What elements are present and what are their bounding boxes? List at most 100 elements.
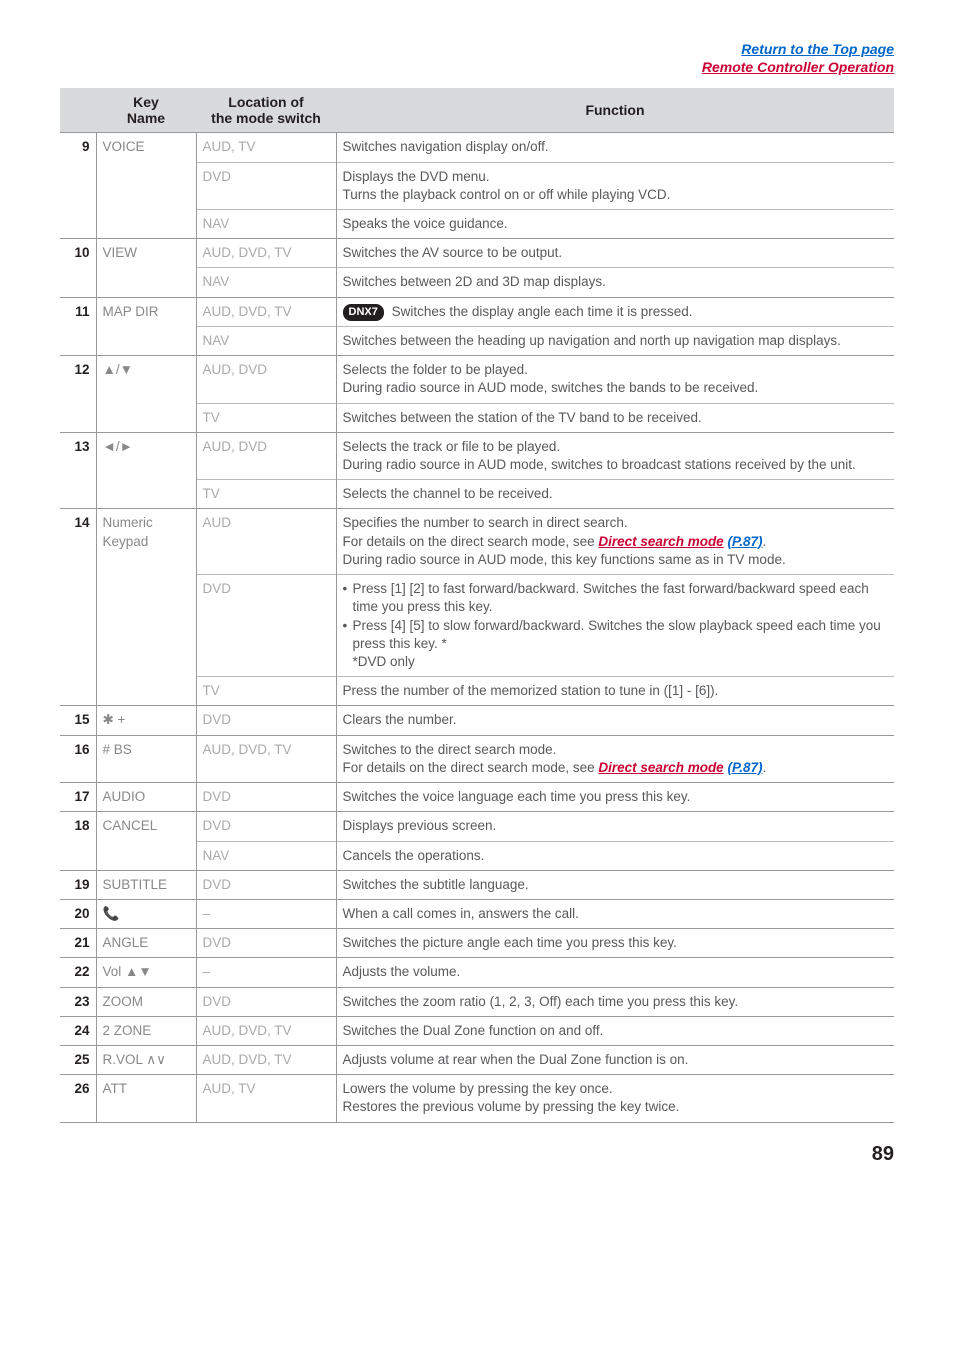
function-description: Cancels the operations. (336, 841, 894, 870)
key-name: SUBTITLE (96, 870, 196, 899)
function-description: Specifies the number to search in direct… (336, 509, 894, 575)
header-func: Function (336, 88, 894, 133)
function-description: Switches the zoom ratio (1, 2, 3, Off) e… (336, 987, 894, 1016)
key-name: MAP DIR (96, 297, 196, 355)
function-description: Speaks the voice guidance. (336, 210, 894, 239)
mode-switch-location: TV (196, 403, 336, 432)
mode-switch-location: AUD, DVD, TV (196, 297, 336, 326)
mode-switch-location: AUD, DVD (196, 356, 336, 403)
mode-switch-location: DVD (196, 575, 336, 677)
mode-switch-location: TV (196, 677, 336, 706)
mode-switch-location: DVD (196, 929, 336, 958)
key-name: ATT (96, 1075, 196, 1122)
mode-switch-location: AUD, TV (196, 1075, 336, 1122)
key-name: R.VOL ∧∨ (96, 1046, 196, 1075)
function-description: Selects the track or file to be played.D… (336, 432, 894, 479)
row-number: 23 (60, 987, 96, 1016)
mode-switch-location: NAV (196, 268, 336, 297)
top-page-link[interactable]: Return to the Top page (741, 41, 894, 57)
function-description: Adjusts volume at rear when the Dual Zon… (336, 1046, 894, 1075)
mode-switch-location: NAV (196, 326, 336, 355)
table-row: 22Vol ▲▼–Adjusts the volume. (60, 958, 894, 987)
function-description: Switches between the heading up navigati… (336, 326, 894, 355)
mode-switch-location: DVD (196, 162, 336, 209)
mode-switch-location: AUD, DVD, TV (196, 1046, 336, 1075)
table-row: 14Numeric KeypadAUDSpecifies the number … (60, 509, 894, 575)
table-row: 18CANCELDVDDisplays previous screen. (60, 812, 894, 841)
function-description: Switches navigation display on/off. (336, 133, 894, 162)
row-number: 16 (60, 735, 96, 782)
function-description: Displays previous screen. (336, 812, 894, 841)
function-description: Switches the Dual Zone function on and o… (336, 1016, 894, 1045)
function-description: Switches to the direct search mode.For d… (336, 735, 894, 782)
mode-switch-location: NAV (196, 841, 336, 870)
function-description: Adjusts the volume. (336, 958, 894, 987)
table-row: 12▲/▼AUD, DVDSelects the folder to be pl… (60, 356, 894, 403)
function-description: Switches between 2D and 3D map displays. (336, 268, 894, 297)
table-row: 13◄/►AUD, DVDSelects the track or file t… (60, 432, 894, 479)
mode-switch-location: AUD, TV (196, 133, 336, 162)
mode-switch-location: AUD, DVD, TV (196, 735, 336, 782)
key-name: ZOOM (96, 987, 196, 1016)
function-description: DNX7 Switches the display angle each tim… (336, 297, 894, 326)
page-number: 89 (60, 1143, 894, 1166)
mode-switch-location: TV (196, 480, 336, 509)
function-description: Switches between the station of the TV b… (336, 403, 894, 432)
function-description: Switches the subtitle language. (336, 870, 894, 899)
function-description: Lowers the volume by pressing the key on… (336, 1075, 894, 1122)
table-row: 23ZOOMDVDSwitches the zoom ratio (1, 2, … (60, 987, 894, 1016)
row-number: 14 (60, 509, 96, 706)
table-row: 9VOICEAUD, TVSwitches navigation display… (60, 133, 894, 162)
row-number: 21 (60, 929, 96, 958)
row-number: 15 (60, 706, 96, 735)
mode-switch-location: DVD (196, 870, 336, 899)
mode-switch-location: DVD (196, 706, 336, 735)
key-name: ✱ + (96, 706, 196, 735)
table-row: 242 ZONEAUD, DVD, TVSwitches the Dual Zo… (60, 1016, 894, 1045)
row-number: 11 (60, 297, 96, 355)
table-row: 17AUDIODVDSwitches the voice language ea… (60, 783, 894, 812)
key-name: 📞 (96, 899, 196, 928)
dnx-badge: DNX7 (343, 304, 384, 321)
row-number: 10 (60, 239, 96, 297)
function-description: Clears the number. (336, 706, 894, 735)
row-number: 20 (60, 899, 96, 928)
table-row: 26ATTAUD, TVLowers the volume by pressin… (60, 1075, 894, 1122)
section-link[interactable]: Remote Controller Operation (702, 59, 894, 75)
key-name: AUDIO (96, 783, 196, 812)
function-description: Press [1] [2] to fast forward/backward. … (336, 575, 894, 677)
function-description: Switches the AV source to be output. (336, 239, 894, 268)
mode-switch-location: DVD (196, 783, 336, 812)
key-name: # BS (96, 735, 196, 782)
function-description: Switches the picture angle each time you… (336, 929, 894, 958)
table-row: 15✱ +DVDClears the number. (60, 706, 894, 735)
key-name: VIEW (96, 239, 196, 297)
header-links: Return to the Top page Remote Controller… (60, 40, 894, 76)
mode-switch-location: AUD, DVD (196, 432, 336, 479)
row-number: 24 (60, 1016, 96, 1045)
key-name: ◄/► (96, 432, 196, 509)
function-description: Selects the channel to be received. (336, 480, 894, 509)
key-name: Numeric Keypad (96, 509, 196, 706)
row-number: 9 (60, 133, 96, 239)
header-key: KeyName (96, 88, 196, 133)
mode-switch-location: AUD, DVD, TV (196, 239, 336, 268)
table-row: 19SUBTITLEDVDSwitches the subtitle langu… (60, 870, 894, 899)
row-number: 25 (60, 1046, 96, 1075)
mode-switch-location: NAV (196, 210, 336, 239)
table-row: 10VIEWAUD, DVD, TVSwitches the AV source… (60, 239, 894, 268)
key-name: Vol ▲▼ (96, 958, 196, 987)
table-row: 21ANGLEDVDSwitches the picture angle eac… (60, 929, 894, 958)
mode-switch-location: AUD (196, 509, 336, 575)
header-num (60, 88, 96, 133)
row-number: 12 (60, 356, 96, 433)
row-number: 22 (60, 958, 96, 987)
row-number: 19 (60, 870, 96, 899)
key-name: VOICE (96, 133, 196, 239)
function-description: Switches the voice language each time yo… (336, 783, 894, 812)
table-row: 20📞–When a call comes in, answers the ca… (60, 899, 894, 928)
mode-switch-location: – (196, 899, 336, 928)
key-name: 2 ZONE (96, 1016, 196, 1045)
function-description: When a call comes in, answers the call. (336, 899, 894, 928)
function-description: Press the number of the memorized statio… (336, 677, 894, 706)
